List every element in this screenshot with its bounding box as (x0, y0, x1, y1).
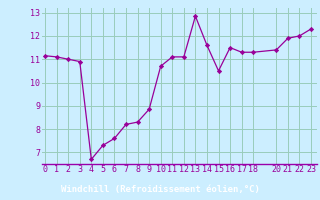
Text: Windchill (Refroidissement éolien,°C): Windchill (Refroidissement éolien,°C) (60, 185, 260, 194)
